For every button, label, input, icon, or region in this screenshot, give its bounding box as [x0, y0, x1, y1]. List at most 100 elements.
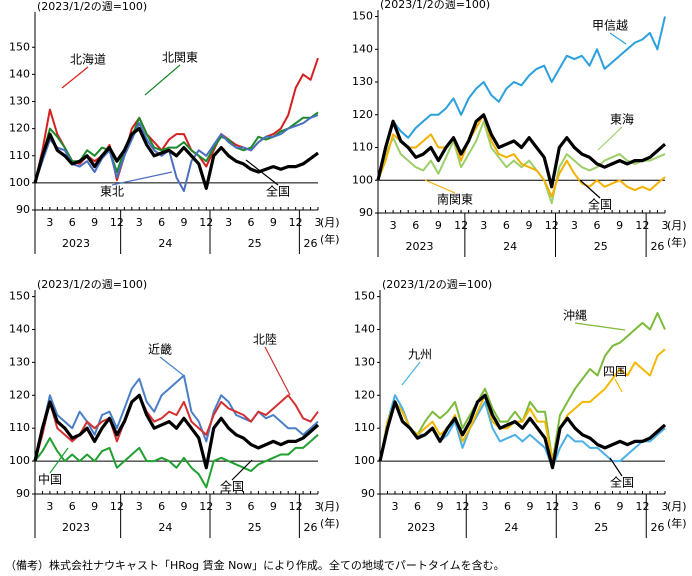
series-label: 四国: [603, 365, 627, 379]
x-tick-label: 6: [504, 500, 511, 513]
x-tick-label: 9: [91, 500, 98, 513]
series-label: 全国: [266, 184, 290, 199]
footnote: （備考）株式会社ナウキャスト「HRog 賃金 Now」により作成。全ての地域でパ…: [5, 558, 505, 572]
y-tick-label: 130: [9, 355, 30, 368]
series-line: [34, 434, 319, 489]
y-tick-label: 90: [16, 203, 30, 216]
x-tick-label: 6: [158, 500, 165, 513]
x-tick-label: 3: [46, 500, 53, 513]
year-label: 24: [504, 521, 518, 534]
x-tick-label: 9: [527, 500, 534, 513]
y-tick-label: 150: [9, 290, 30, 303]
x-tick-label: 6: [158, 216, 165, 229]
annotation-arrow: [614, 378, 623, 393]
y-tick-label: 90: [361, 487, 375, 500]
x-tick-label: 12: [289, 216, 303, 229]
x-tick-label: 12: [199, 216, 213, 229]
year-label: 26: [304, 237, 318, 250]
x-tick-label: 12: [456, 500, 470, 513]
x-tick-label: 3: [136, 500, 143, 513]
series-line: [34, 114, 319, 192]
x-tick-label: 9: [180, 500, 187, 513]
year-label: 24: [158, 237, 172, 250]
x-tick-label: 6: [503, 219, 510, 232]
x-tick-label: 12: [636, 500, 650, 513]
series-line: [379, 348, 666, 463]
x-tick-label: 3: [572, 500, 579, 513]
series-label: 中国: [38, 472, 62, 487]
series-line: [34, 57, 319, 184]
x-tick-label: 6: [69, 216, 76, 229]
y-tick-label: 120: [352, 108, 373, 121]
x-tick-label: 6: [594, 219, 601, 232]
series-line: [33, 127, 319, 190]
y-tick-label: 100: [352, 173, 373, 186]
x-tick-label: 9: [180, 216, 187, 229]
series-label: 東北: [100, 185, 124, 199]
series-label: 沖縄: [563, 308, 587, 323]
series-line: [379, 312, 666, 463]
x-tick-label: 3: [482, 500, 489, 513]
annotation-arrow: [245, 159, 279, 186]
x-unit: (月): [320, 500, 340, 513]
y-tick-label: 100: [9, 454, 30, 467]
year-label: 25: [248, 521, 262, 534]
year-label: 26: [650, 240, 664, 253]
y-axis-title: (2023/1/2の週=100): [37, 0, 147, 13]
annotation-arrow: [159, 356, 184, 376]
series-label: 九州: [408, 348, 432, 362]
x-tick-label: 6: [247, 500, 254, 513]
series-label: 近畿: [148, 343, 172, 357]
series-line: [34, 111, 319, 184]
series-line: [33, 393, 320, 470]
year-unit: (年): [667, 235, 687, 249]
y-axis-title: (2023/1/2の週=100): [380, 0, 490, 11]
x-tick-label: 12: [110, 216, 124, 229]
year-label: 26: [304, 521, 318, 534]
x-unit: (月): [667, 500, 687, 513]
series-line: [34, 394, 319, 462]
x-tick-label: 6: [247, 216, 254, 229]
year-label: 25: [594, 521, 608, 534]
annotation-arrow: [231, 459, 253, 481]
x-tick-label: 6: [69, 500, 76, 513]
y-tick-label: 140: [354, 322, 375, 335]
y-tick-label: 120: [354, 388, 375, 401]
y-tick-label: 90: [359, 206, 373, 219]
y-tick-label: 110: [9, 149, 30, 162]
x-tick-label: 12: [635, 219, 649, 232]
x-tick-label: 12: [546, 500, 560, 513]
annotation-arrow: [61, 66, 89, 89]
x-tick-label: 3: [225, 500, 232, 513]
y-tick-label: 150: [354, 290, 375, 303]
series-label: 東海: [610, 112, 634, 127]
series-label: 南関東: [437, 192, 473, 207]
series-line: [377, 120, 666, 205]
y-tick-label: 110: [354, 421, 375, 434]
x-tick-label: 6: [594, 500, 601, 513]
series-label: 北関東: [162, 51, 198, 65]
y-tick-label: 130: [352, 75, 373, 88]
year-label: 26: [651, 521, 665, 534]
x-tick-label: 9: [270, 216, 277, 229]
x-tick-label: 6: [412, 219, 419, 232]
year-unit: (年): [320, 232, 340, 246]
x-tick-label: 6: [414, 500, 421, 513]
year-label: 25: [594, 240, 608, 253]
annotation-arrow: [264, 346, 291, 396]
x-tick-label: 12: [289, 500, 303, 513]
series-line: [377, 16, 666, 181]
series-label: 北陸: [253, 333, 277, 347]
y-axis-title: (2023/1/2の週=100): [37, 278, 147, 291]
x-unit: (月): [320, 216, 340, 229]
x-tick-label: 9: [526, 219, 533, 232]
x-tick-label: 3: [46, 216, 53, 229]
x-tick-label: 9: [616, 219, 623, 232]
annotation-arrow: [574, 322, 626, 331]
x-tick-label: 3: [225, 216, 232, 229]
y-tick-label: 130: [354, 355, 375, 368]
series-label: 北海道: [70, 52, 106, 67]
year-label: 2023: [62, 237, 90, 250]
x-tick-label: 3: [315, 216, 322, 229]
